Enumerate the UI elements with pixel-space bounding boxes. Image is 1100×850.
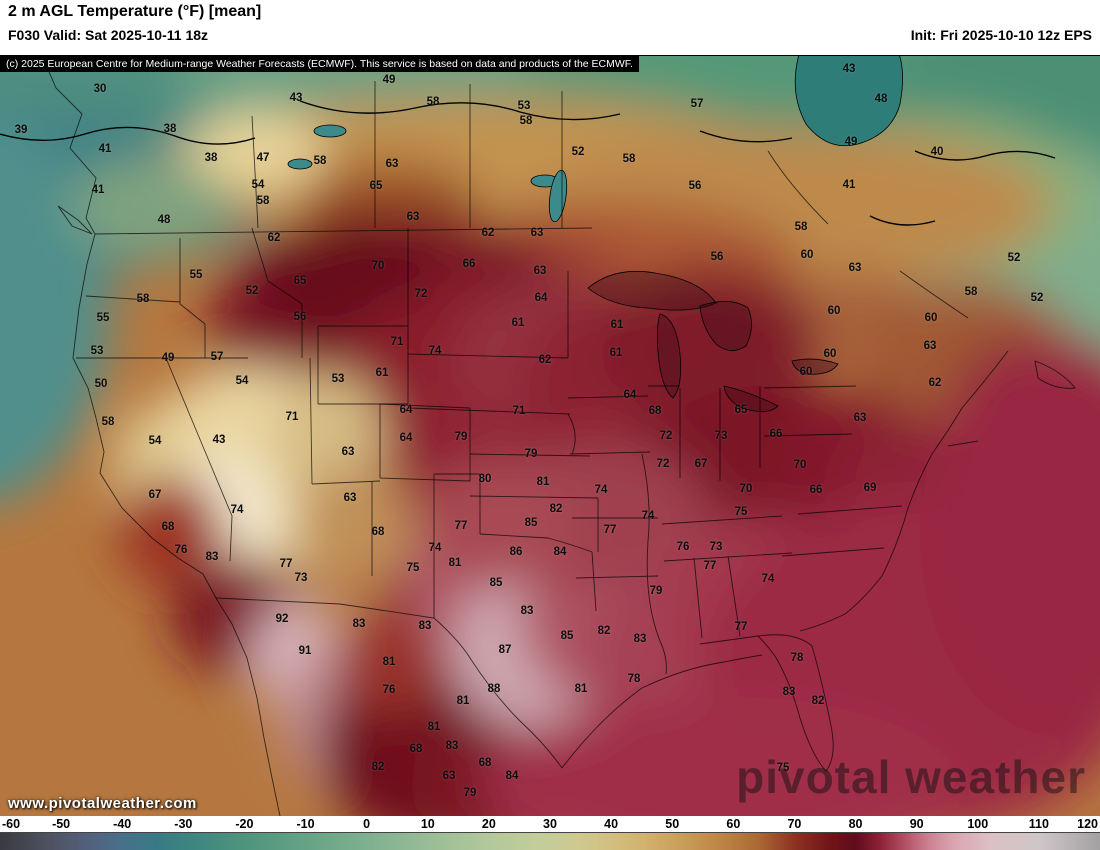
colorbar-tick: -10	[296, 817, 315, 831]
us-canada-border	[94, 227, 593, 235]
lake-athabasca	[313, 124, 347, 138]
vancouver-island	[57, 205, 93, 235]
southeast-borders	[661, 505, 903, 639]
wyoming-montana-borders	[317, 228, 409, 405]
atlantic-coastline	[799, 350, 1009, 632]
page-title: 2 m AGL Temperature (°F) [mean]	[8, 3, 262, 20]
colorbar-tick: -30	[174, 817, 193, 831]
colorbar-tick: 90	[909, 817, 924, 831]
ecmwf-copyright-bar: (c) 2025 European Centre for Medium-rang…	[0, 56, 639, 72]
hudson-bay	[794, 56, 903, 147]
ontario-quebec-stlawrence	[767, 150, 969, 319]
lake-superior	[587, 270, 717, 311]
colorbar-tick: 30	[543, 817, 557, 831]
plains-state-borders	[407, 271, 651, 552]
midwest-borders	[648, 385, 857, 481]
colorbar-tick: 80	[848, 817, 863, 831]
model-init-text: Init: Fri 2025-10-10 12z EPS	[910, 27, 1092, 43]
colorbar-tick: 10	[420, 817, 435, 831]
nova-scotia	[1034, 360, 1076, 389]
lake-ontario	[791, 358, 839, 375]
colorbar-tick: 0	[363, 817, 371, 831]
colorbar-tick: 60	[726, 817, 741, 831]
colorbar-tick: 120	[1077, 817, 1098, 831]
colorbar-tick: 50	[665, 817, 680, 831]
colorbar-tick: -20	[235, 817, 254, 831]
lake-huron	[699, 301, 752, 351]
lake-michigan	[656, 313, 682, 399]
temperature-field-svg	[0, 56, 1100, 816]
colorbar-gradient	[0, 832, 1100, 850]
pivotal-weather-logo: pivotal weather	[736, 751, 1086, 803]
forecast-valid-text: F030 Valid: Sat 2025-10-11 18z	[8, 27, 209, 43]
site-url-watermark: www.pivotalweather.com	[8, 795, 197, 812]
colorbar-tick: 70	[787, 817, 802, 831]
colorbar-tick: 100	[967, 817, 989, 831]
colorbar-tick: 40	[604, 817, 619, 831]
colorbar-legend: -60 -50 -40 -30 -20 -10 0 10 20 30 40 50 60 70 80 90 100…	[0, 816, 1100, 850]
colorbar-tick: -60	[2, 817, 21, 831]
water-bodies	[287, 56, 903, 412]
lake-erie	[723, 385, 779, 412]
colorbar-tick: -50	[52, 817, 71, 831]
temperature-map-canvas[interactable]: (c) 2025 European Centre for Medium-rang…	[0, 55, 1100, 817]
colorbar-tick: 20	[481, 817, 496, 831]
province-borders	[251, 81, 563, 229]
political-borders	[41, 56, 1076, 816]
pacific-coastline	[41, 56, 281, 816]
texas-borders	[433, 473, 597, 618]
temperature-shading-layer	[0, 56, 1100, 816]
colorbar-tick-labels: -60 -50 -40 -30 -20 -10 0 10 20 30 40 50 60 70 80 90 100…	[0, 817, 1100, 832]
colorado-borders	[379, 403, 471, 482]
florida-outline	[699, 634, 834, 772]
us-mexico-border	[215, 597, 563, 769]
great-basin-borders	[165, 357, 381, 576]
colorbar-tick: -40	[113, 817, 132, 831]
small-lake	[287, 158, 313, 170]
nw-state-borders	[76, 227, 303, 359]
isotherm-contours	[0, 100, 1056, 226]
mississippi-valley-borders	[572, 453, 667, 675]
gulf-coastline	[561, 654, 763, 769]
header-row: F030 Valid: Sat 2025-10-11 18z Init: Fri…	[0, 27, 1100, 47]
colorbar-tick: 110	[1028, 817, 1049, 831]
